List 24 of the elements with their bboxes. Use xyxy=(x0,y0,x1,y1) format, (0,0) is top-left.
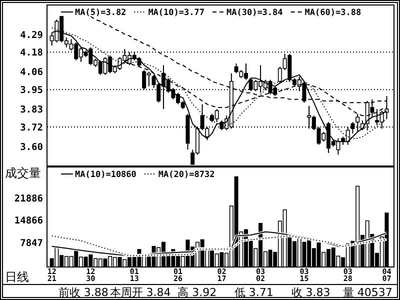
text: 量 40537 xyxy=(342,286,392,299)
text: 高 3.92 xyxy=(178,286,217,299)
y-tick-label: 3.95 xyxy=(20,85,44,96)
y-tick-label: 21886 xyxy=(14,194,44,205)
legend-label: MA(10)=10860 xyxy=(75,170,136,180)
legend-label: MA(20)=8732 xyxy=(158,170,215,180)
text: 前收 3.88 xyxy=(58,286,108,299)
legend-label: MA(60)=3.88 xyxy=(304,8,362,18)
x-axis-title: 日线 xyxy=(5,270,29,284)
text: 低 3.71 xyxy=(234,286,274,299)
y-tick-label: 3.72 xyxy=(20,122,43,134)
y-axis-title: 成交量 xyxy=(5,166,41,180)
y-tick-label: 4.18 xyxy=(20,48,44,59)
y-tick-label: 14866 xyxy=(14,216,44,227)
text: 收 3.83 xyxy=(291,286,330,299)
legend-label: MA(5)=3.82 xyxy=(75,8,126,18)
y-tick-label: 4.06 xyxy=(20,67,44,78)
y-tick-label: 3.60 xyxy=(20,142,44,153)
y-tick-label: 3.83 xyxy=(20,104,44,116)
y-tick-label: 7847 xyxy=(20,238,43,249)
legend-label: MA(10)=3.77 xyxy=(148,8,204,18)
y-tick-label: 4.29 xyxy=(20,30,44,41)
text: 本周开 3.84 xyxy=(110,286,171,299)
legend-label: MA(30)=3.84 xyxy=(226,8,283,18)
